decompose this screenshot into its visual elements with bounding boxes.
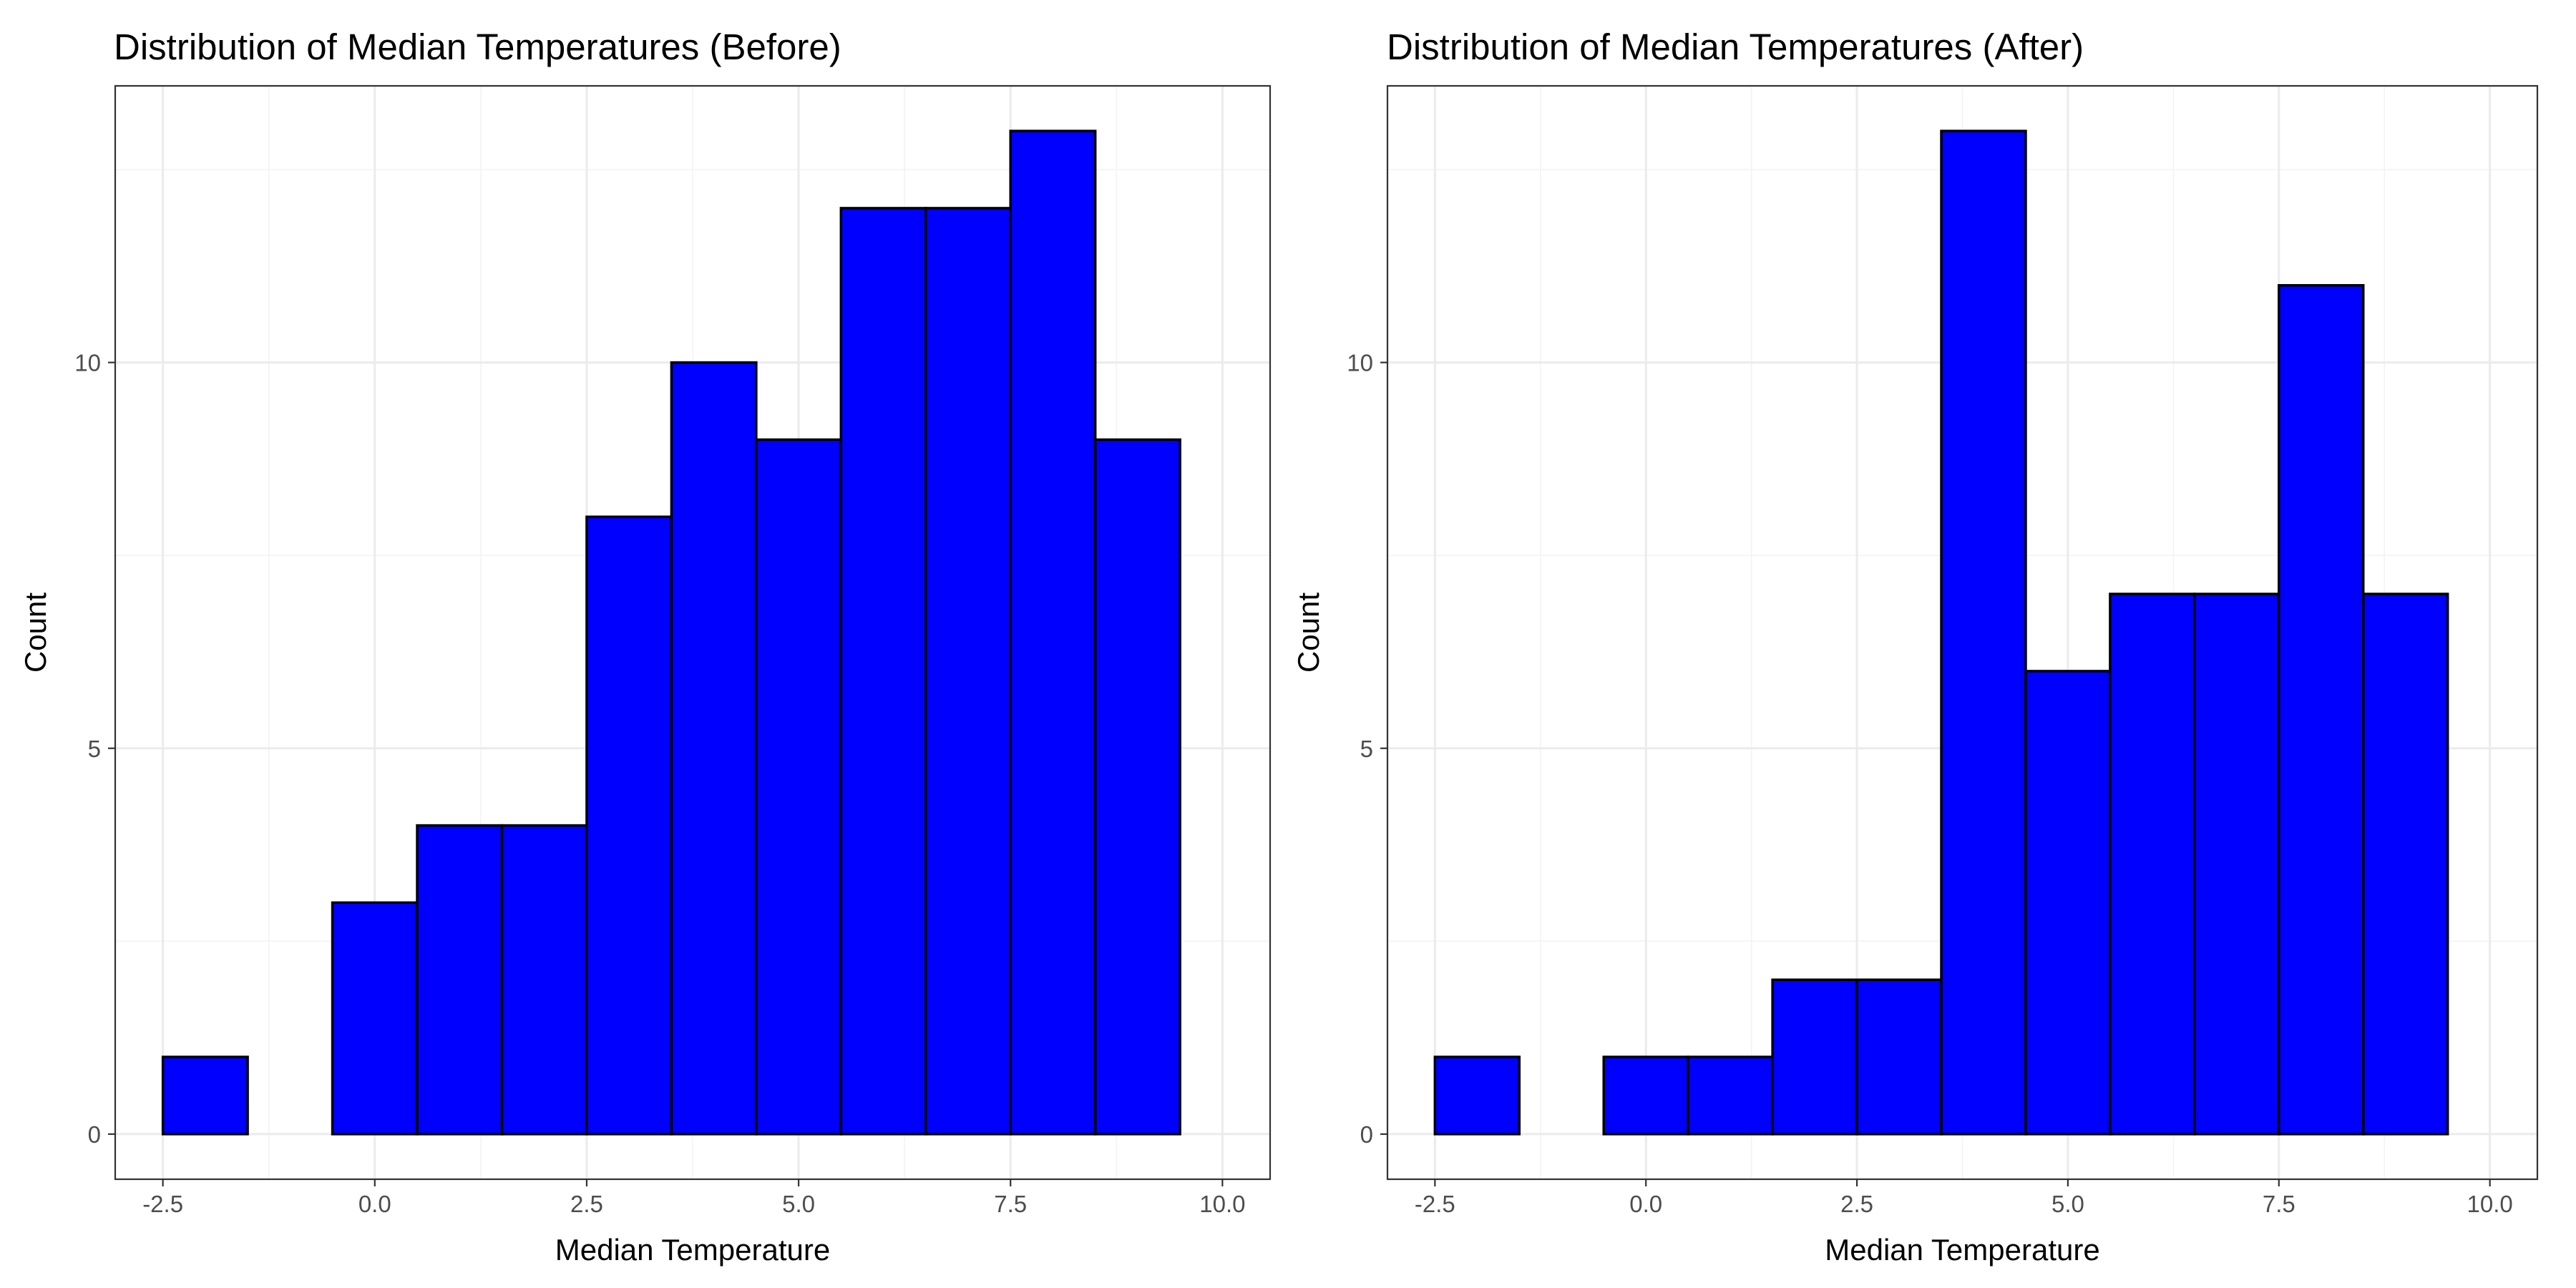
histogram-bar	[670, 361, 758, 1136]
x-tick-label: 5.0	[2051, 1191, 2084, 1217]
histogram-bar	[2024, 670, 2112, 1136]
histogram-bar	[585, 515, 673, 1136]
x-tick-label: 7.5	[2263, 1191, 2296, 1217]
x-tick-label: 10.0	[1199, 1191, 1245, 1217]
x-axis-title: Median Temperature	[555, 1233, 830, 1267]
histogram-bar	[1771, 978, 1858, 1136]
histogram-bar	[1940, 130, 2027, 1136]
y-axis-title: Count	[1292, 592, 1325, 673]
y-tick-label: 5	[1360, 736, 1373, 762]
histogram-bar	[161, 1055, 249, 1136]
x-tick-label: 10.0	[2467, 1191, 2513, 1217]
histogram-bar	[416, 824, 504, 1136]
histogram-bar	[1433, 1055, 1521, 1136]
x-tick-label: 2.5	[570, 1191, 603, 1217]
y-tick-label: 0	[1360, 1121, 1373, 1148]
histogram-bar	[2361, 592, 2449, 1136]
histogram-bar	[1093, 438, 1181, 1136]
chart-title-before: Distribution of Median Temperatures (Bef…	[114, 26, 841, 67]
histogram-bar	[1855, 978, 1943, 1136]
histogram-panel-before: -2.5 0.0 2.5 5.0 7.5 10.0 0 5 10 Distribution of …	[19, 26, 1272, 1267]
y-tick-label: 5	[88, 736, 101, 762]
histogram-bar	[1687, 1055, 1774, 1136]
x-tick-label: -2.5	[1415, 1191, 1455, 1217]
chart-title-after: Distribution of Median Temperatures (Aft…	[1387, 26, 2084, 67]
histogram-bar	[1009, 130, 1097, 1136]
y-tick-label: 0	[88, 1121, 101, 1148]
y-tick-label: 10	[74, 350, 101, 376]
histogram-bar	[500, 824, 588, 1136]
histogram-bar	[2109, 592, 2196, 1136]
plot-panel-border	[1386, 84, 2539, 1181]
x-tick-label: -2.5	[142, 1191, 183, 1217]
histogram-bar	[1602, 1055, 1689, 1136]
x-tick-label: 7.5	[994, 1191, 1027, 1217]
histogram-bar	[839, 207, 927, 1136]
x-axis-title: Median Temperature	[1825, 1233, 2099, 1267]
x-tick-label: 2.5	[1840, 1191, 1873, 1217]
x-tick-label: 0.0	[1629, 1191, 1662, 1217]
histogram-bar	[924, 207, 1012, 1136]
histogram-bar	[331, 901, 419, 1136]
y-tick-label: 10	[1347, 350, 1373, 376]
plot-panel-border	[114, 84, 1272, 1181]
histogram-bar	[755, 438, 843, 1136]
histogram-panel-after: -2.5 0.0 2.5 5.0 7.5 10.0 0 5 10 Distribution of …	[1292, 26, 2539, 1267]
y-axis-title: Count	[19, 592, 52, 673]
x-tick-label: 0.0	[358, 1191, 391, 1217]
x-tick-label: 5.0	[782, 1191, 815, 1217]
histogram-bar	[2278, 283, 2365, 1136]
histogram-bar	[2193, 592, 2280, 1136]
